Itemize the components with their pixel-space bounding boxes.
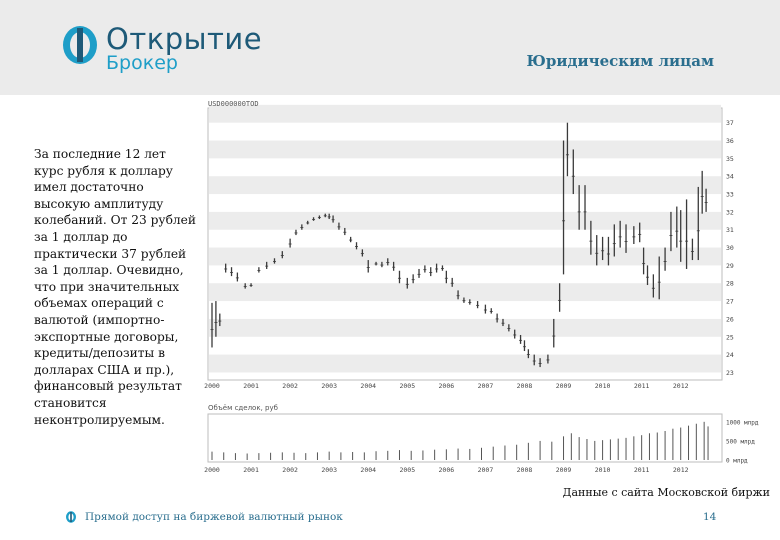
price-y-tick: 30 [726, 244, 734, 252]
price-x-tick: 2009 [556, 382, 572, 390]
description-text: За последние 12 лет курс рубля к доллару… [34, 147, 197, 427]
price-y-tick: 32 [726, 208, 734, 216]
volume-x-tick: 2000 [204, 466, 220, 474]
volume-x-axis: 2000 2001 2002 2003 2004 2005 2006 2007 2008 2009… [204, 466, 688, 474]
brand-logo[interactable]: Открытие Брокер [60, 22, 263, 82]
grid-stripe [209, 211, 721, 230]
price-y-tick: 33 [726, 191, 734, 199]
volume-x-tick: 2012 [673, 466, 689, 474]
price-y-tick: 34 [726, 173, 734, 181]
price-x-tick: 2000 [204, 382, 220, 390]
volume-x-tick: 2007 [478, 466, 494, 474]
volume-x-tick: 2009 [556, 466, 572, 474]
volume-chart-panel: Объём сделок, руб 1000 млрд 500 млрд 0 млр… [204, 404, 759, 474]
volume-x-tick: 2002 [282, 466, 298, 474]
data-source-caption: Данные с сайта Московской биржи [562, 486, 770, 499]
volume-x-tick: 2001 [243, 466, 259, 474]
grid-stripe [209, 354, 721, 373]
grid-stripe [209, 318, 721, 337]
price-y-tick: 31 [726, 226, 734, 234]
price-y-axis: 23 24 25 26 27 28 29 30 31 32 33 34 35 36 37 [726, 119, 734, 377]
logo-subtitle: Брокер [106, 52, 178, 74]
grid-stripe [209, 283, 721, 302]
price-x-tick: 2002 [282, 382, 298, 390]
grid-stripe [209, 247, 721, 266]
price-x-axis: 2000 2001 2002 2003 2004 2005 2006 2007 2008 2009… [204, 382, 688, 390]
grid-stripe [209, 176, 721, 195]
price-y-tick: 37 [726, 119, 734, 127]
price-x-tick: 2010 [595, 382, 611, 390]
volume-x-tick: 2006 [439, 466, 455, 474]
volume-x-tick: 2005 [399, 466, 415, 474]
grid-stripe [209, 104, 721, 123]
price-x-tick: 2003 [321, 382, 337, 390]
volume-x-tick: 2003 [321, 466, 337, 474]
volume-chart-title: Объём сделок, руб [208, 404, 278, 412]
grid-stripe [209, 140, 721, 159]
footer-logo-icon [66, 511, 76, 523]
footer-link[interactable]: Прямой доступ на биржевой валютный рынок [65, 511, 343, 523]
footer-link-text: Прямой доступ на биржевой валютный рынок [85, 511, 343, 523]
price-y-tick: 25 [726, 333, 734, 341]
price-y-tick: 26 [726, 315, 734, 323]
section-title: Юридическим лицам [526, 52, 714, 70]
volume-x-tick: 2010 [595, 466, 611, 474]
price-grid [209, 104, 721, 373]
price-x-tick: 2012 [673, 382, 689, 390]
price-chart-panel: USD000000TOD 23 24 25 26 27 28 29 30 31 32 33 34 35 3… [204, 100, 734, 390]
price-chart-title: USD000000TOD [208, 100, 259, 108]
price-y-tick: 29 [726, 262, 734, 270]
price-y-tick: 28 [726, 280, 734, 288]
price-y-tick: 23 [726, 369, 734, 377]
price-x-tick: 2006 [439, 382, 455, 390]
volume-series [211, 421, 709, 460]
volume-y-tick: 0 млрд [726, 458, 748, 465]
price-y-tick: 36 [726, 137, 734, 145]
price-y-tick: 27 [726, 298, 734, 306]
price-x-tick: 2011 [634, 382, 650, 390]
price-y-tick: 35 [726, 155, 734, 163]
price-x-tick: 2005 [399, 382, 415, 390]
page-number: 14 [703, 511, 717, 523]
header-bar: Открытие Брокер Юридическим лицам [0, 0, 780, 95]
volume-x-tick: 2004 [360, 466, 376, 474]
price-x-tick: 2004 [360, 382, 376, 390]
volume-y-tick: 500 млрд [726, 438, 755, 445]
price-x-tick: 2008 [517, 382, 533, 390]
volume-y-axis: 1000 млрд 500 млрд 0 млрд [726, 419, 759, 464]
usd-rub-chart: USD000000TOD 23 24 25 26 27 28 29 30 31 32 33 34 35 3… [204, 100, 759, 474]
logo-name: Открытие [106, 22, 263, 56]
price-x-tick: 2007 [478, 382, 494, 390]
volume-x-tick: 2008 [517, 466, 533, 474]
price-y-tick: 24 [726, 351, 734, 359]
price-x-tick: 2001 [243, 382, 259, 390]
volume-x-tick: 2011 [634, 466, 650, 474]
volume-y-tick: 1000 млрд [726, 419, 759, 426]
logo-mark-icon [63, 26, 97, 64]
price-series [210, 122, 708, 368]
